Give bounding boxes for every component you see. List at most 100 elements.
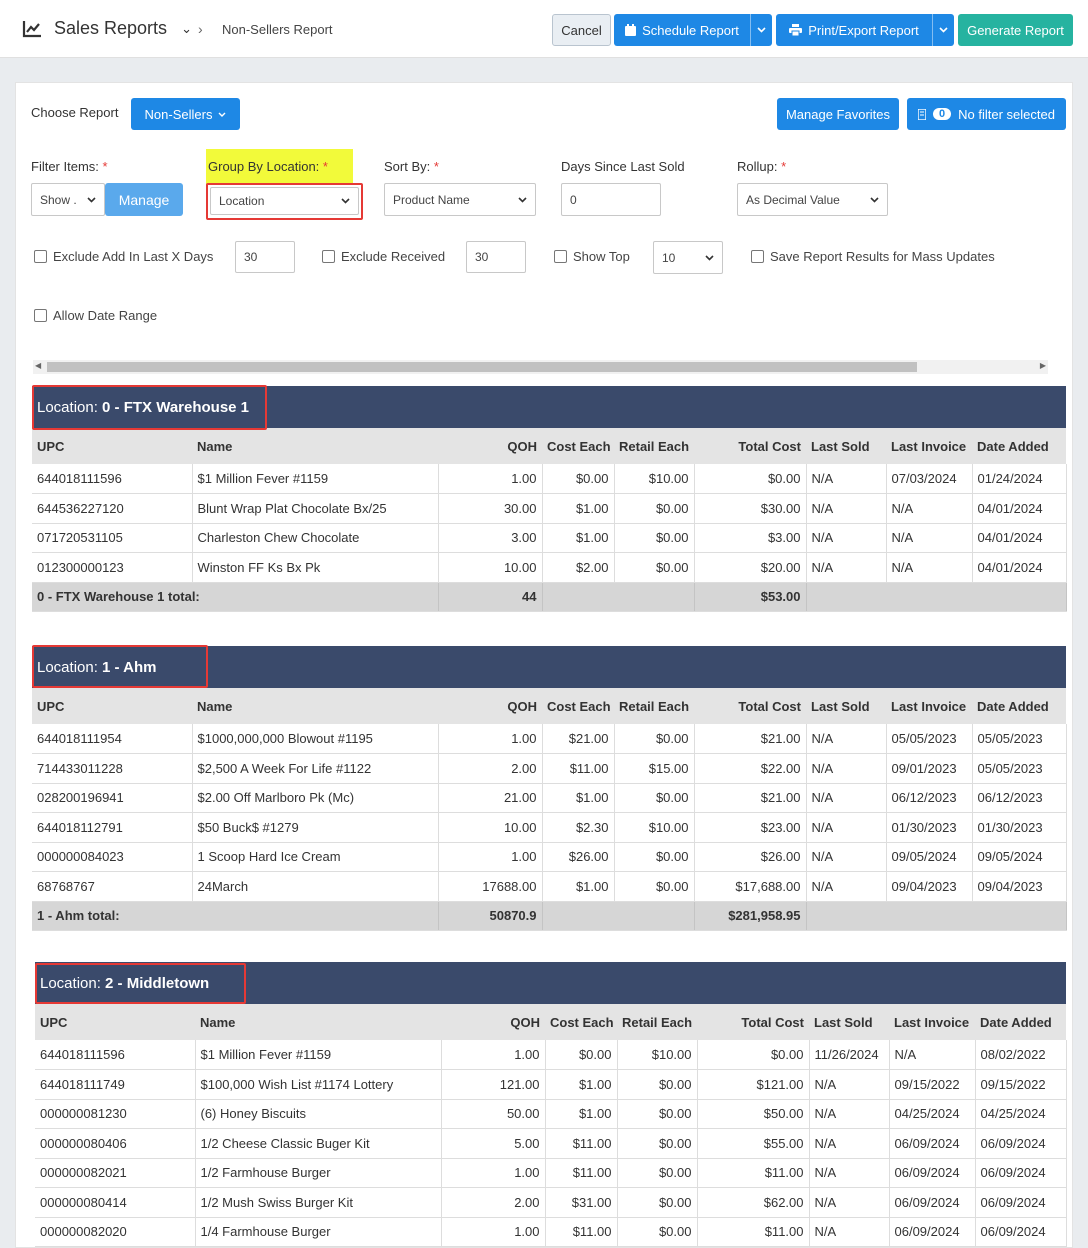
column-header[interactable]: Total Cost bbox=[697, 1004, 809, 1040]
table-row[interactable]: 644018111749 $100,000 Wish List #1174 Lot… bbox=[35, 1069, 1067, 1100]
column-header[interactable]: Name bbox=[192, 688, 438, 724]
column-header[interactable]: Retail Each bbox=[614, 688, 694, 724]
table-cell: 01/30/2023 bbox=[972, 812, 1067, 843]
column-header[interactable]: Last Invoice bbox=[886, 688, 972, 724]
scroll-right-icon[interactable]: ▶ bbox=[1039, 361, 1046, 370]
column-header[interactable]: UPC bbox=[32, 428, 192, 464]
column-header[interactable]: Last Sold bbox=[806, 428, 886, 464]
table-row[interactable]: 644536227120 Blunt Wrap Plat Chocolate Bx… bbox=[32, 493, 1067, 524]
show-top-checkbox[interactable]: Show Top bbox=[554, 249, 630, 264]
table-cell: $0.00 bbox=[617, 1187, 698, 1218]
exclude-add-days-input[interactable]: 30 bbox=[235, 241, 295, 273]
column-header[interactable]: Name bbox=[192, 428, 438, 464]
column-header[interactable]: Date Added bbox=[975, 1004, 1066, 1040]
filter-items-select[interactable]: Show . bbox=[31, 183, 105, 216]
column-header[interactable]: Cost Each bbox=[542, 688, 614, 724]
schedule-dropdown-toggle[interactable] bbox=[750, 14, 772, 46]
group-by-highlight bbox=[206, 183, 363, 220]
table-row[interactable]: 000000082020 1/4 Farmhouse Burger 1.00 $11.… bbox=[35, 1217, 1067, 1247]
table-cell: N/A bbox=[809, 1128, 890, 1159]
table-cell: 2.00 bbox=[441, 1187, 546, 1218]
table-cell: N/A bbox=[809, 1187, 890, 1218]
table-cell: Winston FF Ks Bx Pk bbox=[192, 552, 439, 583]
table-cell: $2.00 bbox=[542, 552, 615, 583]
table-cell: 10.00 bbox=[438, 552, 543, 583]
report-type-selector[interactable]: Sales Reports ⌄ bbox=[22, 18, 192, 39]
table-cell: N/A bbox=[806, 724, 887, 754]
exclude-add-checkbox[interactable]: Exclude Add In Last X Days bbox=[34, 249, 213, 264]
table-row[interactable]: 714433011228 $2,500 A Week For Life #1122… bbox=[32, 753, 1067, 784]
checkbox-box[interactable] bbox=[322, 250, 335, 263]
exclude-received-input[interactable]: 30 bbox=[466, 241, 526, 273]
column-header[interactable]: QOH bbox=[441, 1004, 545, 1040]
column-header[interactable]: Retail Each bbox=[617, 1004, 697, 1040]
table-row[interactable]: 000000084023 1 Scoop Hard Ice Cream 1.00 $2… bbox=[32, 842, 1067, 872]
chevron-down-icon[interactable]: ⌄ bbox=[181, 20, 192, 36]
table-cell: 000000081230 bbox=[35, 1099, 196, 1129]
column-header[interactable]: Last Sold bbox=[809, 1004, 889, 1040]
table-row[interactable]: 012300000123 Winston FF Ks Bx Pk 10.00 $2.0… bbox=[32, 552, 1067, 583]
generate-report-button[interactable]: Generate Report bbox=[958, 14, 1073, 46]
chevron-down-icon bbox=[218, 112, 226, 117]
table-row[interactable]: 644018112791 $50 Buck$ #1279 10.00 $2.30 $10… bbox=[32, 812, 1067, 843]
column-header[interactable]: Date Added bbox=[972, 428, 1066, 464]
days-since-input[interactable]: 0 bbox=[561, 183, 661, 216]
column-header[interactable]: Cost Each bbox=[545, 1004, 617, 1040]
column-header[interactable]: Last Sold bbox=[806, 688, 886, 724]
save-results-checkbox[interactable]: Save Report Results for Mass Updates bbox=[751, 249, 995, 264]
column-header[interactable]: Total Cost bbox=[694, 428, 806, 464]
scroll-left-icon[interactable]: ◀ bbox=[35, 361, 42, 370]
checkbox-box[interactable] bbox=[34, 309, 47, 322]
table-cell: 50.00 bbox=[441, 1099, 546, 1129]
column-header[interactable]: Total Cost bbox=[694, 688, 806, 724]
exclude-received-checkbox[interactable]: Exclude Received bbox=[322, 249, 445, 264]
group-by-select[interactable]: Location bbox=[210, 187, 359, 215]
table-row[interactable]: 68768767 24March 17688.00 $1.00 $0.00 $17,688… bbox=[32, 871, 1067, 902]
column-header[interactable]: UPC bbox=[35, 1004, 195, 1040]
table-row[interactable]: 000000080406 1/2 Cheese Classic Buger Kit… bbox=[35, 1128, 1067, 1159]
table-row[interactable]: 000000081230 (6) Honey Biscuits 50.00 $1.00… bbox=[35, 1099, 1067, 1129]
scrollbar-thumb[interactable] bbox=[47, 362, 917, 372]
allow-date-range-checkbox[interactable]: Allow Date Range bbox=[34, 308, 157, 323]
rollup-select[interactable]: As Decimal Value bbox=[737, 183, 888, 216]
table-cell: $0.00 bbox=[614, 783, 695, 813]
column-header[interactable]: Name bbox=[195, 1004, 441, 1040]
table-row[interactable]: 000000082021 1/2 Farmhouse Burger 1.00 $11.… bbox=[35, 1158, 1067, 1188]
table-row[interactable]: 000000080414 1/2 Mush Swiss Burger Kit 2.0… bbox=[35, 1187, 1067, 1218]
table-cell: 1/4 Farmhouse Burger bbox=[195, 1217, 442, 1247]
checkbox-box[interactable] bbox=[554, 250, 567, 263]
table-cell: 012300000123 bbox=[32, 552, 193, 583]
report-select-button[interactable]: Non-Sellers bbox=[131, 98, 240, 130]
manage-filter-button[interactable]: Manage bbox=[105, 183, 183, 216]
column-header[interactable]: QOH bbox=[438, 688, 542, 724]
column-header[interactable]: Retail Each bbox=[614, 428, 694, 464]
sort-by-select[interactable]: Product Name bbox=[384, 183, 536, 216]
table-row[interactable]: 071720531105 Charleston Chew Chocolate 3.0… bbox=[32, 523, 1067, 553]
column-header[interactable]: Date Added bbox=[972, 688, 1066, 724]
table-header-row: UPC Name QOH Cost Each Retail Each Total… bbox=[35, 1004, 1066, 1040]
checkbox-box[interactable] bbox=[34, 250, 47, 263]
schedule-report-button[interactable]: Schedule Report bbox=[614, 14, 772, 46]
column-header[interactable]: QOH bbox=[438, 428, 542, 464]
column-header[interactable]: UPC bbox=[32, 688, 192, 724]
horizontal-scrollbar[interactable]: ◀ ▶ bbox=[33, 360, 1048, 374]
filter-status-button[interactable]: 0 No filter selected bbox=[907, 98, 1066, 130]
manage-favorites-button[interactable]: Manage Favorites bbox=[777, 98, 899, 130]
column-header[interactable]: Cost Each bbox=[542, 428, 614, 464]
cancel-button[interactable]: Cancel bbox=[552, 14, 611, 46]
print-export-button[interactable]: Print/Export Report bbox=[776, 14, 954, 46]
checkbox-box[interactable] bbox=[751, 250, 764, 263]
print-dropdown-toggle[interactable] bbox=[932, 14, 954, 46]
table-row[interactable]: 028200196941 $2.00 Off Marlboro Pk (Mc) 21… bbox=[32, 783, 1067, 813]
table-cell: 1/2 Cheese Classic Buger Kit bbox=[195, 1128, 442, 1159]
table-cell: $22.00 bbox=[694, 753, 807, 784]
table-row[interactable]: 644018111596 $1 Million Fever #1159 1.00 $0… bbox=[32, 464, 1067, 494]
table-cell: $50 Buck$ #1279 bbox=[192, 812, 439, 843]
column-header[interactable]: Last Invoice bbox=[886, 428, 972, 464]
table-cell: $10.00 bbox=[617, 1040, 698, 1070]
column-header[interactable]: Last Invoice bbox=[889, 1004, 975, 1040]
table-row[interactable]: 644018111954 $1000,000,000 Blowout #1195 1… bbox=[32, 724, 1067, 754]
show-top-select[interactable]: 10 bbox=[653, 241, 723, 274]
table-row[interactable]: 644018111596 $1 Million Fever #1159 1.00 $0… bbox=[35, 1040, 1067, 1070]
filter-count-badge: 0 bbox=[933, 108, 952, 120]
